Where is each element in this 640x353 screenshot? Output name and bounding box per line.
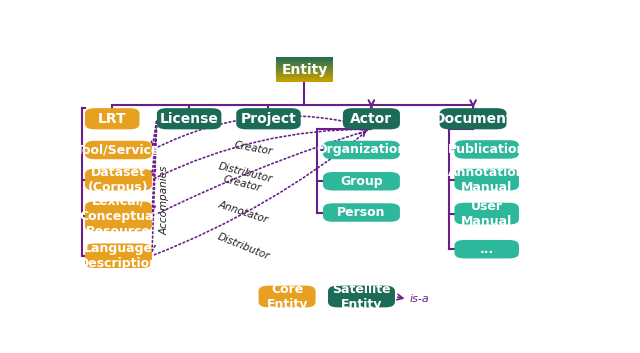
Text: Accompanies: Accompanies <box>159 165 170 235</box>
FancyArrowPatch shape <box>151 121 156 145</box>
Bar <box>276 80 333 82</box>
FancyBboxPatch shape <box>157 108 221 129</box>
Bar <box>276 76 333 78</box>
Text: Creator: Creator <box>234 140 274 157</box>
FancyBboxPatch shape <box>440 108 507 129</box>
Text: License: License <box>160 112 218 126</box>
Text: Dataset
(Corpus): Dataset (Corpus) <box>88 166 148 194</box>
Bar <box>276 67 333 68</box>
FancyArrowPatch shape <box>154 116 372 149</box>
FancyBboxPatch shape <box>323 172 400 191</box>
Text: Document: Document <box>433 112 513 126</box>
Bar <box>276 70 333 72</box>
Bar <box>276 64 333 66</box>
FancyBboxPatch shape <box>259 286 316 307</box>
Bar <box>276 57 333 59</box>
Text: Project: Project <box>241 112 296 126</box>
Text: Group: Group <box>340 175 383 188</box>
Bar <box>276 59 333 61</box>
FancyArrowPatch shape <box>154 132 365 255</box>
FancyBboxPatch shape <box>85 201 152 231</box>
FancyBboxPatch shape <box>85 141 152 159</box>
Text: Person: Person <box>337 206 386 219</box>
Bar <box>276 60 333 62</box>
Bar <box>276 73 333 74</box>
Text: Annotator: Annotator <box>218 199 270 225</box>
FancyBboxPatch shape <box>454 140 519 159</box>
Text: Tool/Service: Tool/Service <box>76 144 161 156</box>
FancyBboxPatch shape <box>328 286 395 307</box>
Text: Satellite
Entity: Satellite Entity <box>332 282 391 311</box>
FancyBboxPatch shape <box>343 108 400 129</box>
Text: Lexical/
Conceptual
Resource: Lexical/ Conceptual Resource <box>79 195 157 238</box>
Text: Entity: Entity <box>282 62 328 77</box>
FancyBboxPatch shape <box>85 244 152 268</box>
Text: Organization: Organization <box>316 144 406 156</box>
Text: LRT: LRT <box>98 112 127 126</box>
Bar <box>276 71 333 73</box>
FancyBboxPatch shape <box>85 108 140 129</box>
FancyBboxPatch shape <box>454 240 519 258</box>
FancyBboxPatch shape <box>323 203 400 222</box>
FancyBboxPatch shape <box>85 169 152 191</box>
Bar <box>276 69 333 71</box>
Text: User
Manual: User Manual <box>461 199 513 228</box>
Text: Annotation
Manual: Annotation Manual <box>448 166 525 194</box>
FancyBboxPatch shape <box>454 203 519 225</box>
Text: Core
Entity: Core Entity <box>266 282 308 311</box>
Bar <box>276 63 333 65</box>
Text: Actor: Actor <box>350 112 392 126</box>
FancyArrowPatch shape <box>150 121 157 251</box>
FancyArrowPatch shape <box>150 121 157 175</box>
Text: Distributor: Distributor <box>216 231 271 261</box>
FancyArrowPatch shape <box>154 130 367 215</box>
Text: is-a: is-a <box>410 294 429 304</box>
FancyBboxPatch shape <box>236 108 301 129</box>
FancyBboxPatch shape <box>323 141 400 159</box>
FancyArrowPatch shape <box>150 121 157 212</box>
Bar <box>276 79 333 80</box>
FancyArrowPatch shape <box>154 126 369 178</box>
Bar <box>276 68 333 70</box>
Bar <box>276 62 333 64</box>
Bar <box>276 78 333 79</box>
Text: Language
Description: Language Description <box>79 242 159 270</box>
Bar <box>276 58 333 60</box>
Text: ...: ... <box>479 243 494 256</box>
Text: Publication: Publication <box>447 143 526 156</box>
Text: Distributor
Creator: Distributor Creator <box>214 161 273 196</box>
Bar <box>276 74 333 76</box>
FancyBboxPatch shape <box>276 57 333 82</box>
FancyBboxPatch shape <box>454 169 519 191</box>
Bar <box>276 75 333 77</box>
Bar <box>276 65 333 67</box>
